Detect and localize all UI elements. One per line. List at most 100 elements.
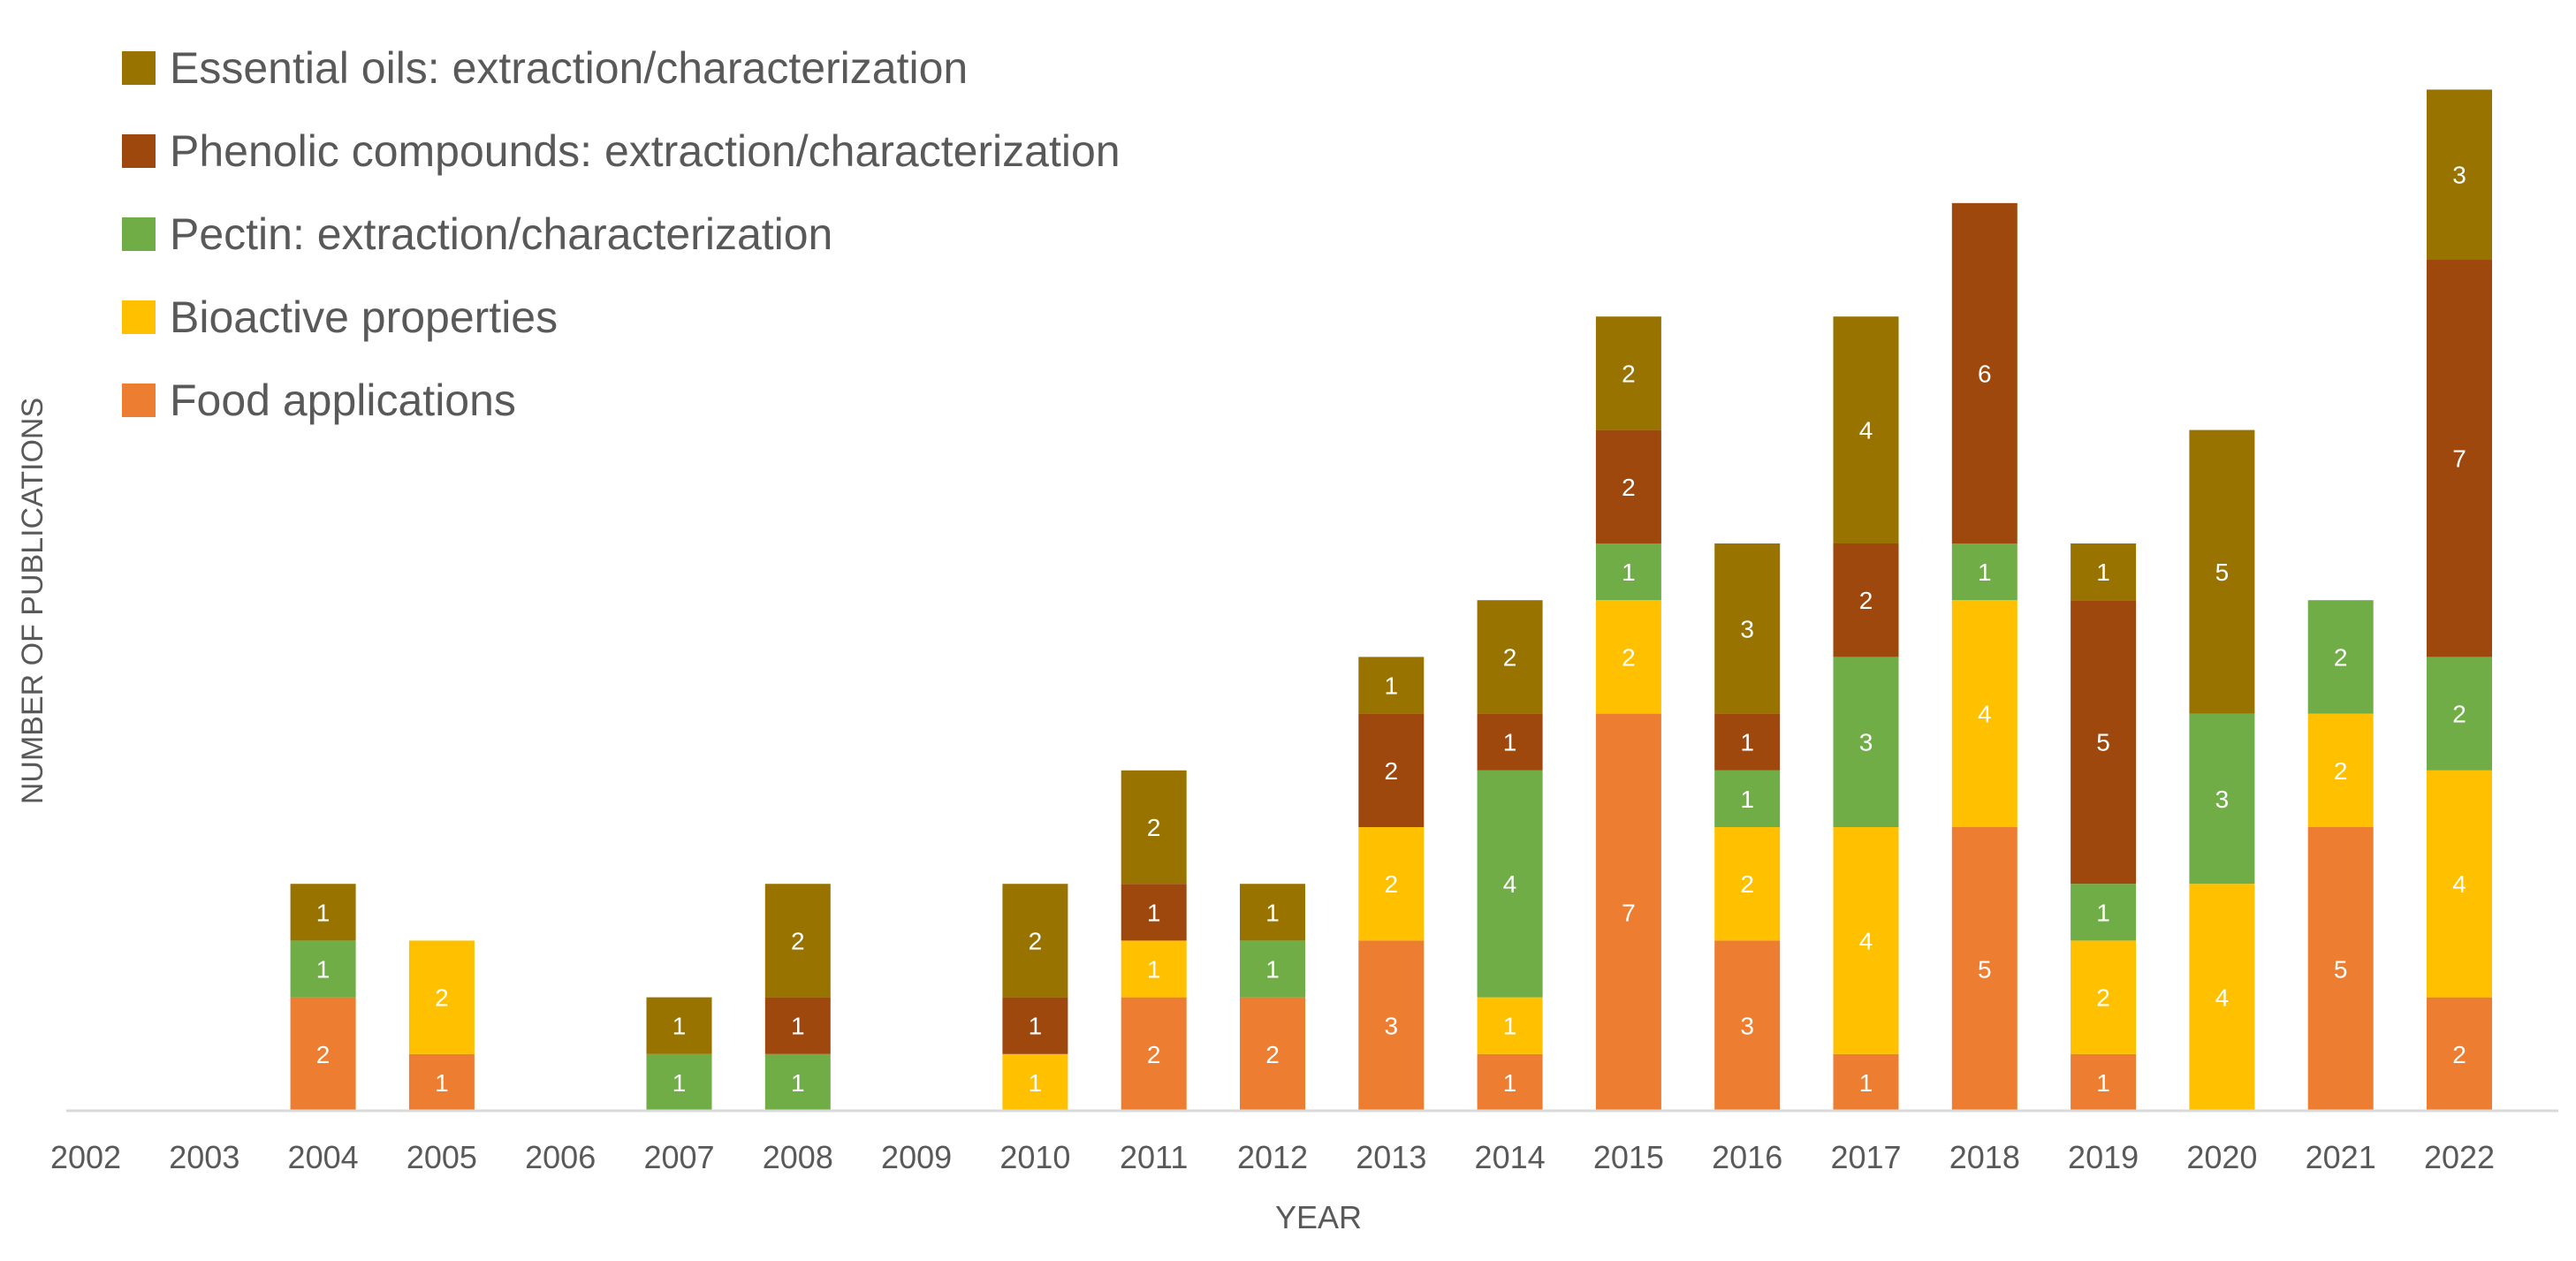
data-label: 2 [1859, 587, 1873, 614]
bar-segment [1595, 600, 1661, 714]
bar-segment [1951, 600, 2017, 827]
x-tick-label: 2013 [1356, 1139, 1426, 1175]
bar-segment [2189, 884, 2255, 1111]
legend-swatch [122, 217, 156, 251]
bar-segment [1121, 884, 1187, 941]
legend-label: Food applications [170, 376, 516, 425]
data-label: 1 [791, 1069, 805, 1097]
data-label: 2 [1147, 814, 1161, 841]
x-tick-label: 2020 [2186, 1139, 2257, 1175]
data-label: 2 [1029, 927, 1043, 954]
bar-segment [1833, 316, 1899, 543]
bar-segment [764, 1053, 831, 1111]
data-label: 1 [1029, 1013, 1043, 1040]
data-label: 2 [2334, 757, 2348, 785]
x-tick-label: 2008 [763, 1139, 833, 1175]
x-tick-label: 2007 [643, 1139, 714, 1175]
bar-segment [1595, 713, 1661, 1111]
data-label: 4 [2215, 984, 2230, 1012]
bar-segment [1714, 543, 1781, 714]
data-label: 3 [2452, 162, 2466, 189]
data-label: 2 [2452, 701, 2466, 728]
bar-segment [1002, 997, 1068, 1054]
bar-segment [290, 997, 356, 1111]
data-label: 6 [1978, 360, 1992, 387]
data-label: 2 [435, 984, 449, 1012]
legend-label: Essential oils: extraction/characterizat… [170, 43, 969, 93]
legend-swatch [122, 134, 156, 168]
data-label: 2 [1385, 757, 1399, 785]
bar-segment [408, 1053, 475, 1111]
data-label: 1 [2096, 1069, 2110, 1097]
bar-segment [290, 940, 356, 998]
bar-segment [2189, 429, 2255, 714]
data-label: 7 [2452, 445, 2466, 473]
bar-segment [408, 940, 475, 1054]
bar-segment [1002, 1053, 1068, 1111]
data-label: 1 [1622, 558, 1636, 586]
legend-swatch [122, 51, 156, 85]
bar-segment [2427, 260, 2492, 657]
x-tick-label: 2014 [1475, 1139, 1546, 1175]
bar-segment [1240, 884, 1305, 941]
data-label: 2 [1622, 474, 1636, 501]
bar-segment [1477, 713, 1543, 771]
bar-segment [1951, 543, 2017, 601]
x-tick-label: 2015 [1593, 1139, 1664, 1175]
bar-segment [2427, 657, 2492, 771]
x-tick-label: 2016 [1712, 1139, 1782, 1175]
bar-segment [1121, 940, 1187, 998]
x-tick-label: 2021 [2306, 1139, 2376, 1175]
x-tick-label: 2009 [881, 1139, 952, 1175]
data-label: 3 [2215, 786, 2230, 813]
data-label: 5 [2334, 956, 2348, 984]
x-tick-label: 2012 [1237, 1139, 1308, 1175]
data-label: 1 [2096, 899, 2110, 926]
bar-segment [1121, 770, 1187, 885]
bar-segment [1714, 713, 1781, 771]
data-label: 4 [1859, 927, 1873, 954]
data-label: 2 [791, 927, 805, 954]
bar-segment [2071, 1053, 2137, 1111]
bar-segment [1714, 940, 1781, 1111]
legend-item: Bioactive properties [122, 276, 1121, 359]
data-label: 1 [791, 1013, 805, 1040]
data-label: 1 [1503, 1013, 1517, 1040]
data-label: 1 [1740, 786, 1754, 813]
bar-segment [2427, 770, 2492, 998]
bar-segment [1951, 827, 2017, 1111]
x-tick-label: 2006 [525, 1139, 596, 1175]
legend-label: Pectin: extraction/characterization [170, 209, 833, 259]
x-tick-label: 2017 [1830, 1139, 1901, 1175]
data-label: 2 [1385, 870, 1399, 898]
data-label: 1 [316, 956, 331, 984]
data-label: 5 [1978, 956, 1992, 984]
bar-segment [1595, 429, 1661, 543]
bar-segment [2307, 713, 2374, 827]
bar-segment [764, 884, 831, 998]
data-label: 2 [1740, 870, 1754, 898]
y-axis-title: NUMBER OF PUBLICATIONS [16, 398, 49, 804]
bar-segment [2071, 884, 2137, 941]
legend-item: Essential oils: extraction/characterizat… [122, 27, 1121, 110]
legend-item: Food applications [122, 359, 1121, 442]
bar-segment [1714, 827, 1781, 941]
bar-segment [2427, 89, 2492, 261]
data-label: 1 [672, 1013, 687, 1040]
data-label: 4 [2452, 870, 2466, 898]
data-label: 1 [1265, 956, 1280, 984]
data-label: 2 [1622, 643, 1636, 671]
data-label: 1 [1265, 899, 1280, 926]
data-label: 1 [1978, 558, 1992, 586]
bar-segment [2307, 600, 2374, 714]
bar-segment [2071, 543, 2137, 601]
x-axis-title: YEAR [1275, 1199, 1362, 1235]
data-label: 2 [1622, 360, 1636, 387]
data-label: 1 [1029, 1069, 1043, 1097]
data-label: 3 [1740, 615, 1754, 642]
bar-segment [1833, 657, 1899, 827]
data-label: 5 [2215, 558, 2230, 586]
x-tick-label: 2019 [2068, 1139, 2139, 1175]
legend-swatch [122, 384, 156, 417]
bar-segment [1477, 770, 1543, 998]
